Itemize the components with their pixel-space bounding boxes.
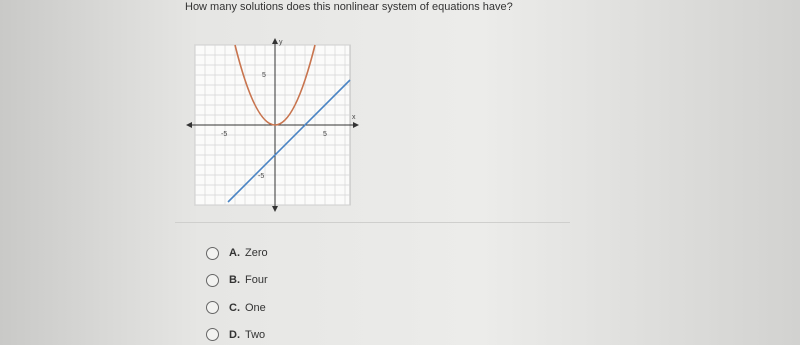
x-axis-label: x: [352, 114, 356, 121]
option[interactable]: C. One: [206, 300, 266, 316]
option-letter: A.: [229, 247, 240, 259]
tick-label: 5: [323, 131, 327, 138]
option-text: Two: [245, 328, 266, 341]
separator: [175, 222, 570, 223]
arrow: [272, 206, 278, 212]
option-text: Zero: [245, 247, 268, 259]
question: How many solutions does this nonlinear s…: [185, 1, 513, 13]
option-letter: B.: [229, 274, 240, 287]
option[interactable]: D. Two: [206, 327, 265, 343]
arrow: [353, 122, 359, 128]
option[interactable]: B. Four: [206, 272, 268, 288]
option-letter: D.: [229, 328, 240, 341]
radio-button[interactable]: [206, 246, 219, 260]
tick-label: -5: [221, 131, 227, 138]
option-text: One: [245, 301, 266, 314]
radio-button[interactable]: [206, 273, 219, 287]
radio-button[interactable]: [206, 328, 219, 342]
tick-label: 5: [262, 72, 266, 79]
line: [227, 79, 351, 203]
arrow: [272, 38, 278, 44]
y-axis-label: y: [279, 39, 283, 46]
option-letter: C.: [229, 301, 240, 314]
option-text: Four: [245, 274, 268, 287]
parabola: [234, 44, 316, 126]
tick-label: -5: [258, 173, 264, 180]
option[interactable]: A. Zero: [206, 245, 268, 261]
graph: x y -5 5 5 -5: [186, 38, 359, 212]
arrow: [186, 122, 192, 128]
radio-button[interactable]: [206, 301, 219, 315]
